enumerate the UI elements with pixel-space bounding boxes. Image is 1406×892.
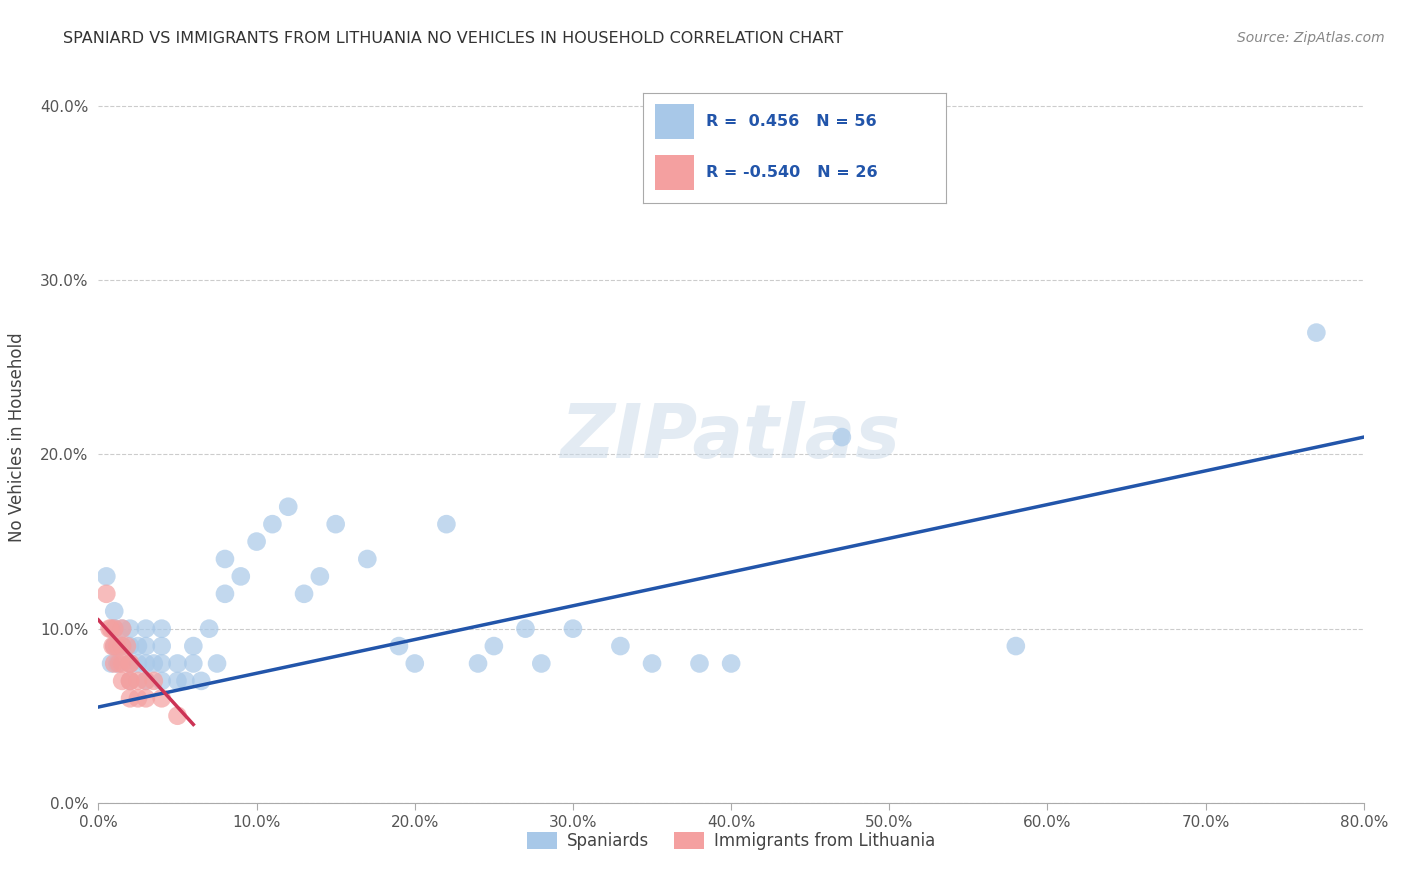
Point <box>103 604 125 618</box>
Point <box>190 673 212 688</box>
Point <box>277 500 299 514</box>
Point <box>482 639 505 653</box>
Point <box>135 639 157 653</box>
Point <box>111 657 134 671</box>
Point <box>115 639 138 653</box>
Point <box>127 673 149 688</box>
Point <box>214 587 236 601</box>
Text: ZIPatlas: ZIPatlas <box>561 401 901 474</box>
Point <box>120 622 141 636</box>
Point <box>166 657 188 671</box>
Point <box>111 639 134 653</box>
Point <box>107 639 129 653</box>
Point <box>720 657 742 671</box>
Point <box>183 639 205 653</box>
Point <box>166 673 188 688</box>
Point <box>688 657 710 671</box>
Point <box>292 587 315 601</box>
Point <box>229 569 252 583</box>
Text: SPANIARD VS IMMIGRANTS FROM LITHUANIA NO VEHICLES IN HOUSEHOLD CORRELATION CHART: SPANIARD VS IMMIGRANTS FROM LITHUANIA NO… <box>63 31 844 46</box>
Point <box>107 657 129 671</box>
Point <box>1305 326 1327 340</box>
Point <box>103 639 125 653</box>
Point <box>404 657 426 671</box>
Point <box>103 657 125 671</box>
Point <box>1004 639 1026 653</box>
Point <box>150 673 173 688</box>
Point <box>120 673 141 688</box>
Point <box>135 673 157 688</box>
Point <box>135 691 157 706</box>
Point <box>100 622 122 636</box>
Point <box>198 622 221 636</box>
Point <box>309 569 332 583</box>
Point <box>246 534 269 549</box>
Point <box>120 673 141 688</box>
Point <box>609 639 631 653</box>
Point <box>103 622 125 636</box>
Point <box>262 517 284 532</box>
Point <box>150 639 173 653</box>
Point <box>108 657 131 671</box>
Point <box>174 673 197 688</box>
Point <box>96 587 118 601</box>
Point <box>120 657 141 671</box>
Point <box>101 639 124 653</box>
Point <box>325 517 347 532</box>
Point <box>127 639 149 653</box>
Point <box>388 639 411 653</box>
Point <box>205 657 228 671</box>
Point <box>135 673 157 688</box>
Point <box>467 657 489 671</box>
Point <box>530 657 553 671</box>
Legend: Spaniards, Immigrants from Lithuania: Spaniards, Immigrants from Lithuania <box>520 825 942 856</box>
Point <box>120 673 141 688</box>
Point <box>150 622 173 636</box>
Point <box>142 673 165 688</box>
Point <box>166 708 188 723</box>
Point <box>103 622 125 636</box>
Point <box>183 657 205 671</box>
Point <box>96 569 118 583</box>
Point <box>98 622 121 636</box>
Point <box>100 657 122 671</box>
Point <box>150 691 173 706</box>
Point <box>120 657 141 671</box>
Point <box>111 622 134 636</box>
Point <box>111 622 134 636</box>
Point <box>561 622 585 636</box>
Point <box>111 639 134 653</box>
Y-axis label: No Vehicles in Household: No Vehicles in Household <box>8 332 27 542</box>
Point <box>103 639 125 653</box>
Point <box>515 622 537 636</box>
Point <box>831 430 853 444</box>
Point <box>641 657 664 671</box>
Point <box>214 552 236 566</box>
Point <box>127 657 149 671</box>
Point <box>135 622 157 636</box>
Point <box>120 639 141 653</box>
Point <box>120 691 141 706</box>
Point <box>111 673 134 688</box>
Point <box>127 691 149 706</box>
Point <box>150 657 173 671</box>
Point <box>142 657 165 671</box>
Point <box>120 657 141 671</box>
Text: Source: ZipAtlas.com: Source: ZipAtlas.com <box>1237 31 1385 45</box>
Point <box>356 552 378 566</box>
Point <box>135 657 157 671</box>
Point <box>436 517 458 532</box>
